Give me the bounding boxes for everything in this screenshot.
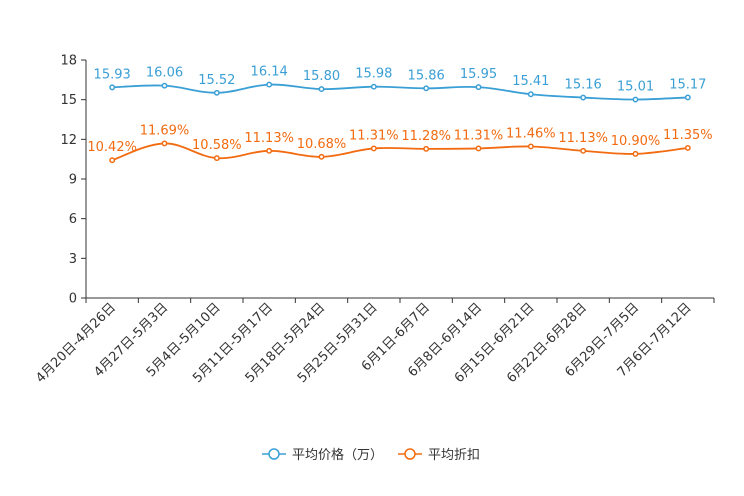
data-point[interactable] xyxy=(684,144,691,151)
data-point[interactable] xyxy=(370,83,377,90)
data-label: 16.06 xyxy=(146,66,183,81)
legend-marker-discount-icon xyxy=(404,448,416,460)
data-point[interactable] xyxy=(632,150,639,157)
data-label: 15.86 xyxy=(408,68,445,83)
legend-item-price[interactable]: 平均价格（万） xyxy=(262,447,383,463)
data-point[interactable] xyxy=(370,145,377,152)
data-point[interactable] xyxy=(266,147,273,154)
data-label: 10.42% xyxy=(87,140,137,155)
data-point[interactable] xyxy=(109,84,116,91)
data-point[interactable] xyxy=(161,82,168,89)
data-label: 15.95 xyxy=(460,67,497,82)
data-label: 16.14 xyxy=(251,65,288,80)
data-point[interactable] xyxy=(423,145,430,152)
data-point[interactable] xyxy=(580,94,587,101)
data-point[interactable] xyxy=(580,147,587,154)
data-point[interactable] xyxy=(109,157,116,164)
y-tick-label: 6 xyxy=(69,212,77,227)
data-point[interactable] xyxy=(475,145,482,152)
axes: 03691215184月20日-4月26日4月27日-5月3日5月4日-5月10… xyxy=(33,54,715,386)
legend-item-discount[interactable]: 平均折扣 xyxy=(398,448,480,463)
data-label: 15.98 xyxy=(355,67,392,82)
data-point[interactable] xyxy=(213,155,220,162)
series-layer xyxy=(109,81,691,164)
data-label: 15.80 xyxy=(303,69,340,84)
y-tick-label: 9 xyxy=(69,173,77,188)
data-label: 10.58% xyxy=(192,138,242,153)
data-label: 11.31% xyxy=(454,128,504,143)
data-label: 10.68% xyxy=(297,137,347,152)
data-label: 11.69% xyxy=(140,123,190,138)
legend-label-price: 平均价格（万） xyxy=(292,447,383,463)
data-point[interactable] xyxy=(318,153,325,160)
data-label: 11.35% xyxy=(663,128,713,143)
data-label: 11.13% xyxy=(558,131,608,146)
data-label: 15.41 xyxy=(512,74,549,89)
data-label: 11.28% xyxy=(401,129,451,144)
data-label: 15.93 xyxy=(94,67,131,82)
data-label: 15.16 xyxy=(565,78,602,93)
data-label: 15.17 xyxy=(669,77,706,92)
legend-label-discount: 平均折扣 xyxy=(428,448,480,463)
data-point[interactable] xyxy=(475,84,482,91)
legend[interactable]: 平均价格（万） 平均折扣 xyxy=(262,447,480,463)
y-tick-label: 3 xyxy=(69,252,77,267)
data-point[interactable] xyxy=(318,86,325,93)
data-label: 10.90% xyxy=(611,134,661,149)
data-label: 15.52 xyxy=(198,73,235,88)
y-tick-label: 0 xyxy=(69,292,77,307)
data-point[interactable] xyxy=(527,91,534,98)
data-point[interactable] xyxy=(527,143,534,150)
y-tick-label: 15 xyxy=(60,93,77,108)
data-point[interactable] xyxy=(266,81,273,88)
data-point[interactable] xyxy=(213,89,220,96)
data-label: 11.31% xyxy=(349,128,399,143)
y-tick-label: 18 xyxy=(60,54,77,69)
data-point[interactable] xyxy=(632,96,639,103)
data-label: 15.01 xyxy=(617,80,654,95)
legend-marker-price-icon xyxy=(268,448,280,460)
data-point[interactable] xyxy=(423,85,430,92)
series-line-0 xyxy=(112,83,688,101)
data-label: 11.13% xyxy=(244,131,294,146)
data-label: 11.46% xyxy=(506,126,556,141)
series-line-1 xyxy=(111,142,688,162)
data-point[interactable] xyxy=(161,140,168,147)
data-point[interactable] xyxy=(684,94,691,101)
y-tick-label: 12 xyxy=(60,133,77,148)
data-labels: 15.93 16.06 15.52 16.14 15.80 15.98 15.86 15.95… xyxy=(87,65,712,156)
